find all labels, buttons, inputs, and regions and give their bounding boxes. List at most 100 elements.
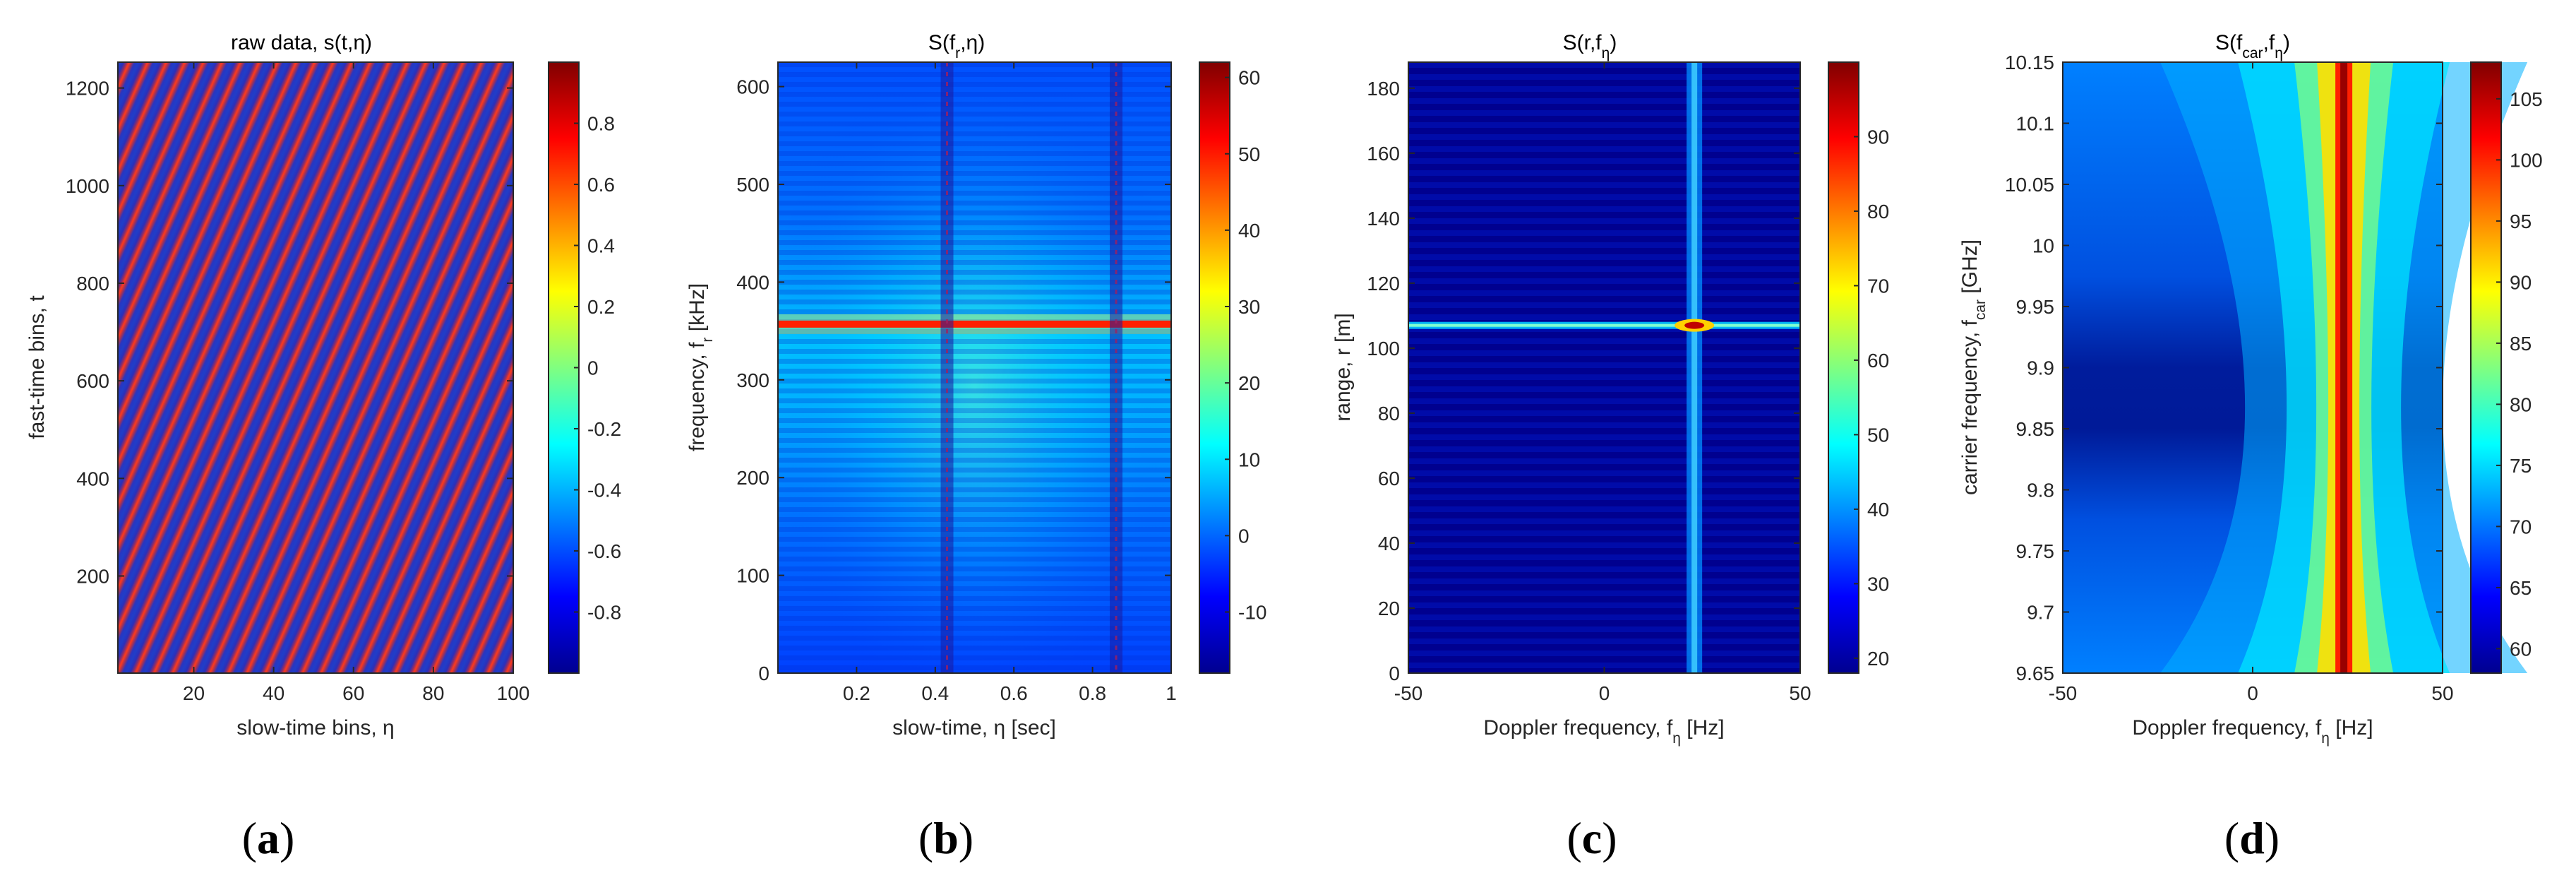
x-tick-label: 60: [342, 682, 364, 704]
panel-d-title: S(fcar,fη): [2215, 31, 2290, 61]
y-tick-label: 20: [1378, 598, 1400, 619]
panel-c-colorbar-frame: [1828, 61, 1859, 674]
panel-b-colorbar-ticks: -10 0 10 20 30 40 50 60: [1225, 67, 1266, 624]
panel-a-heatmap: [118, 62, 513, 673]
y-tick-label: 180: [1367, 78, 1400, 100]
panel-c-features: [1408, 62, 1800, 673]
colorbar-tick-label: -0.2: [587, 418, 621, 440]
panel-c-title: S(r,fη): [1563, 31, 1617, 61]
colorbar-tick-label: 95: [2510, 210, 2532, 232]
panel-d: S(fcar,fη) -50 0 50 9.659.79.759.89.859.99…: [1958, 31, 2543, 863]
y-tick-label: 120: [1367, 273, 1400, 295]
y-tick-label: 10.05: [2005, 174, 2054, 196]
colorbar-tick-label: 40: [1238, 220, 1260, 242]
colorbar-tick-label: -0.8: [587, 602, 621, 624]
panel-a-xlabel: slow-time bins, η: [236, 716, 394, 740]
panel-b-colorbar: [1199, 62, 1230, 673]
panel-a-caption: (a): [242, 813, 295, 863]
panel-a-ylabel: fast-time bins, t: [25, 295, 49, 439]
y-tick-label: 9.65: [2016, 663, 2055, 684]
colorbar-tick-label: 0.2: [587, 296, 615, 318]
panel-d-y-ticks: 9.65 9.7 9.75 9.8 9.85 9.9 9.95 10 10.05 10.1 10.1…: [2005, 52, 2443, 684]
x-tick-label: 0.8: [1079, 682, 1106, 704]
y-tick-label: 0: [1389, 663, 1400, 684]
colorbar-tick-label: 50: [1238, 143, 1260, 165]
y-tick-label: 1000: [66, 175, 109, 197]
panel-a-x-ticks: 20 40 60 80 100: [183, 62, 529, 704]
panel-d-colorbar: [2471, 62, 2501, 673]
colorbar-tick-label: 60: [2510, 638, 2532, 660]
y-tick-label: 9.8: [2027, 480, 2054, 501]
colorbar-tick-label: 50: [1867, 424, 1889, 446]
panel-c: S(r,fη) -50 0 50 020406080100120140160180 …: [1331, 31, 1889, 863]
y-tick-label: 100: [1367, 338, 1400, 360]
colorbar-tick-label: 90: [1867, 126, 1889, 148]
panel-a-title: raw data, s(t,η): [231, 31, 372, 54]
colorbar-tick-label: 80: [1867, 201, 1889, 222]
panel-b: S(fr,η) 0.2 0.4 0.6 0.8 1 010020030040050060…: [685, 31, 1266, 863]
panel-b-frame: [777, 61, 1172, 674]
y-tick-label: 80: [1378, 403, 1400, 424]
panel-b-y-ticks: 0 100 200 300 400 500 600: [736, 76, 1171, 684]
panel-c-x-ticks: -50 0 50: [1394, 62, 1811, 704]
x-tick-label: 80: [422, 682, 444, 704]
colorbar-tick-label: 100: [2510, 149, 2543, 171]
x-tick-label: 0.2: [843, 682, 870, 704]
y-tick-label: 600: [736, 76, 769, 98]
y-tick-label: 400: [76, 468, 109, 489]
colorbar-tick-label: 80: [2510, 393, 2532, 415]
panel-a-frame: [117, 61, 514, 674]
panel-c-heatmap-rows: [1408, 62, 1800, 673]
y-tick-label: 60: [1378, 468, 1400, 489]
colorbar-tick-label: 10: [1238, 449, 1260, 470]
y-tick-label: 200: [76, 566, 109, 588]
panel-d-colorbar-frame: [2470, 61, 2502, 674]
colorbar-tick-label: -0.6: [587, 540, 621, 562]
colorbar-tick-label: 70: [1867, 275, 1889, 297]
colorbar-tick-label: 85: [2510, 333, 2532, 355]
x-tick-label: -50: [1394, 682, 1422, 704]
x-tick-label: 1: [1166, 682, 1177, 704]
doppler-column-core: [1691, 62, 1698, 673]
panel-b-caption: (b): [918, 813, 974, 863]
colorbar-tick-label: 30: [1867, 573, 1889, 595]
colorbar-tick-label: -10: [1238, 602, 1266, 624]
panel-d-caption: (d): [2224, 813, 2280, 863]
colorbar-tick-label: 20: [1867, 648, 1889, 670]
panel-a-y-ticks: 200 400 600 800 1000 1200: [66, 78, 513, 588]
panel-d-colorbar-ticks: 60 65 70 75 80 85 90 95 100 105: [2496, 88, 2543, 660]
panel-b-features: [778, 62, 1171, 673]
y-tick-label: 10.15: [2005, 52, 2054, 73]
y-tick-label: 10: [2032, 235, 2054, 257]
y-tick-label: 1200: [66, 78, 109, 100]
y-tick-label: 140: [1367, 208, 1400, 230]
colorbar-tick-label: 0.4: [587, 235, 615, 257]
colorbar-tick-label: 90: [2510, 271, 2532, 293]
y-tick-label: 100: [736, 565, 769, 587]
x-tick-label: 50: [1789, 682, 1811, 704]
ridge-core: [2340, 62, 2348, 673]
colorbar-tick-label: -0.4: [587, 480, 621, 501]
panel-a-colorbar-ticks: -0.8 -0.6 -0.4 -0.2 0 0.2 0.4 0.6 0.8: [574, 113, 621, 624]
panel-c-xlabel: Doppler frequency, fη [Hz]: [1483, 716, 1724, 747]
range-line-core: [1408, 323, 1800, 327]
panel-a-colorbar: [549, 62, 579, 673]
y-tick-label: 9.9: [2027, 357, 2054, 379]
y-tick-label: 600: [76, 370, 109, 392]
peak-row: [778, 320, 1171, 328]
panel-b-ylabel: frequency, fr [kHz]: [685, 283, 716, 451]
panel-d-x-ticks: -50 0 50: [2049, 62, 2454, 704]
x-tick-label: 0.6: [1000, 682, 1028, 704]
panel-c-colorbar: [1828, 62, 1859, 673]
y-tick-label: 40: [1378, 533, 1400, 554]
x-tick-label: 0: [2247, 682, 2258, 704]
y-tick-label: 300: [736, 369, 769, 391]
x-tick-label: 40: [263, 682, 284, 704]
panel-d-xlabel: Doppler frequency, fη [Hz]: [2132, 716, 2373, 747]
colorbar-tick-label: 60: [1867, 350, 1889, 372]
y-tick-label: 200: [736, 467, 769, 489]
y-tick-label: 9.7: [2027, 602, 2054, 624]
y-tick-label: 500: [736, 174, 769, 196]
colorbar-tick-label: 0: [1238, 525, 1250, 547]
